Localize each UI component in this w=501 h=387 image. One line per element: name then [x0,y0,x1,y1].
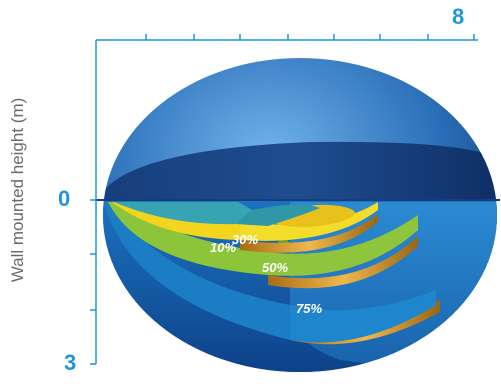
zone-10-face [236,204,320,226]
y-zero-label: 0 [58,186,71,211]
zone-50-edge [268,236,418,289]
zone-30-loop [270,204,355,227]
dome-cut-top [103,141,497,200]
zone-75 [104,202,290,340]
y-axis-title-text: Wall mounted height (m) [8,97,27,283]
zone-30-edge [240,214,378,253]
y-max-label: 3 [64,350,77,375]
y-axis-title: Wall mounted height (m) [4,40,32,340]
x-max-label: 8 [452,4,465,29]
zone-50-face [268,215,418,276]
zone-75-face [290,290,436,343]
zone-label-10: 10% [210,240,236,255]
zone-label-50: 50% [262,260,288,275]
zone-label-75: 75% [296,301,322,316]
zone-10 [114,202,252,225]
zone-label-30: 30% [232,232,258,247]
zone-30-face [240,202,378,241]
axes [90,34,478,365]
